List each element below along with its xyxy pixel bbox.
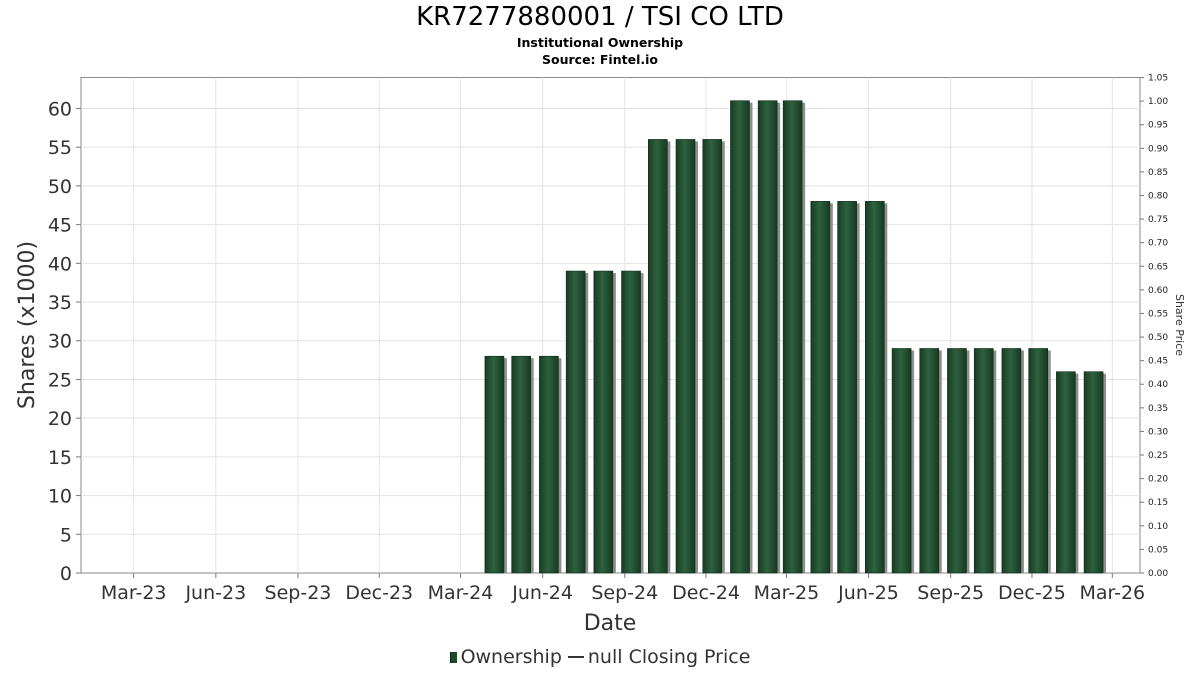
y2-tick-label: 0.00 — [1148, 569, 1168, 579]
ownership-bar — [919, 348, 940, 574]
y2-tick-label: 0.45 — [1148, 357, 1168, 367]
x-tick-label: Jun-24 — [511, 582, 573, 604]
y2-tick-label: 0.75 — [1148, 215, 1168, 225]
ownership-bars — [484, 100, 1107, 574]
y2-tick-label: 0.35 — [1148, 404, 1168, 414]
y2-tick-label: 0.90 — [1148, 144, 1168, 154]
x-tick-label: Mar-26 — [1079, 582, 1145, 604]
ownership-bar — [1083, 371, 1104, 574]
ownership-bar — [621, 270, 641, 574]
ownership-bar — [782, 100, 803, 574]
y2-tick-label: 0.30 — [1148, 427, 1168, 437]
y2-tick-label: 0.10 — [1148, 522, 1168, 532]
y2-tick-label: 0.95 — [1148, 121, 1168, 131]
ownership-bar — [539, 355, 559, 574]
ownership-bar — [865, 201, 885, 574]
y2-tick-label: 0.40 — [1148, 380, 1168, 390]
y-tick-label: 0 — [60, 563, 72, 585]
y2-tick-label: 0.50 — [1148, 333, 1168, 343]
y-tick-label: 25 — [48, 369, 72, 391]
y2-tick-label: 1.05 — [1148, 74, 1168, 84]
chart-source: Source: Fintel.io — [542, 52, 658, 67]
y-tick-label: 55 — [48, 137, 72, 159]
ownership-bar — [1001, 348, 1022, 574]
x-tick-label: Mar-25 — [754, 582, 820, 604]
x-tick-label: Mar-23 — [101, 582, 167, 604]
y2-axis-title: Share Price — [1173, 294, 1186, 356]
chart-subtitle: Institutional Ownership — [516, 35, 684, 50]
ownership-bar — [947, 348, 967, 574]
ownership-bar — [891, 348, 912, 574]
y-tick-label: 5 — [60, 524, 72, 546]
ownership-bar — [1056, 371, 1076, 574]
ownership-bar — [1028, 348, 1049, 574]
ownership-bar — [565, 270, 586, 574]
y2-tick-label: 0.65 — [1148, 262, 1168, 272]
ownership-bar — [837, 201, 857, 574]
y2-tick-label: 0.70 — [1148, 239, 1168, 249]
y2-tick-label: 0.20 — [1148, 475, 1168, 485]
y2-tick-label: 1.00 — [1148, 97, 1168, 107]
chart-title: KR7277880001 / TSI CO LTD — [416, 2, 784, 32]
x-tick-label: Sep-25 — [917, 582, 984, 604]
x-axis-title: Date — [584, 611, 637, 636]
legend-ownership-label: Ownership — [460, 646, 562, 668]
legend-price-swatch — [567, 656, 584, 658]
x-tick-label: Mar-24 — [428, 582, 494, 604]
legend: Ownership null Closing Price — [0, 646, 1200, 668]
ownership-bar — [593, 270, 614, 574]
ownership-bar — [810, 201, 831, 574]
ownership-bar — [675, 139, 696, 574]
ownership-bar — [484, 355, 505, 574]
x-tick-label: Jun-23 — [184, 582, 246, 604]
ownership-bar — [730, 100, 750, 574]
ownership-bar — [973, 348, 994, 574]
ownership-bar — [511, 355, 532, 574]
y-tick-label: 60 — [48, 98, 72, 120]
legend-price-label: null Closing Price — [587, 646, 751, 668]
x-tick-label: Dec-24 — [672, 582, 740, 604]
y-axis-title: Shares (x1000) — [15, 241, 40, 409]
axes: Mar-23 Jun-23 Sep-23 Dec-23 Mar-24 Jun-24 Sep-… — [48, 74, 1169, 605]
y-tick-label: 30 — [48, 331, 72, 353]
y-tick-label: 45 — [48, 215, 72, 237]
y-tick-label: 10 — [48, 486, 72, 508]
y2-tick-label: 0.55 — [1148, 309, 1168, 319]
ownership-bar — [757, 100, 778, 574]
y2-tick-label: 0.25 — [1148, 451, 1168, 461]
y-tick-label: 35 — [48, 292, 72, 314]
y-tick-label: 50 — [48, 176, 72, 198]
y-tick-label: 15 — [48, 447, 72, 469]
y2-tick-label: 0.85 — [1148, 168, 1168, 178]
y-tick-label: 40 — [48, 253, 72, 275]
y2-tick-label: 0.05 — [1148, 545, 1168, 555]
legend-ownership-swatch — [449, 651, 457, 663]
x-tick-label: Sep-23 — [265, 582, 332, 604]
y2-tick-label: 0.80 — [1148, 191, 1168, 201]
ownership-bar — [648, 139, 668, 574]
y-tick-label: 20 — [48, 408, 72, 430]
x-tick-label: Jun-25 — [837, 582, 899, 604]
x-tick-label: Dec-25 — [998, 582, 1066, 604]
ownership-bar — [702, 139, 723, 574]
x-tick-label: Dec-23 — [345, 582, 413, 604]
y2-tick-label: 0.60 — [1148, 286, 1168, 296]
x-tick-label: Sep-24 — [591, 582, 658, 604]
y2-tick-label: 0.15 — [1148, 498, 1168, 508]
